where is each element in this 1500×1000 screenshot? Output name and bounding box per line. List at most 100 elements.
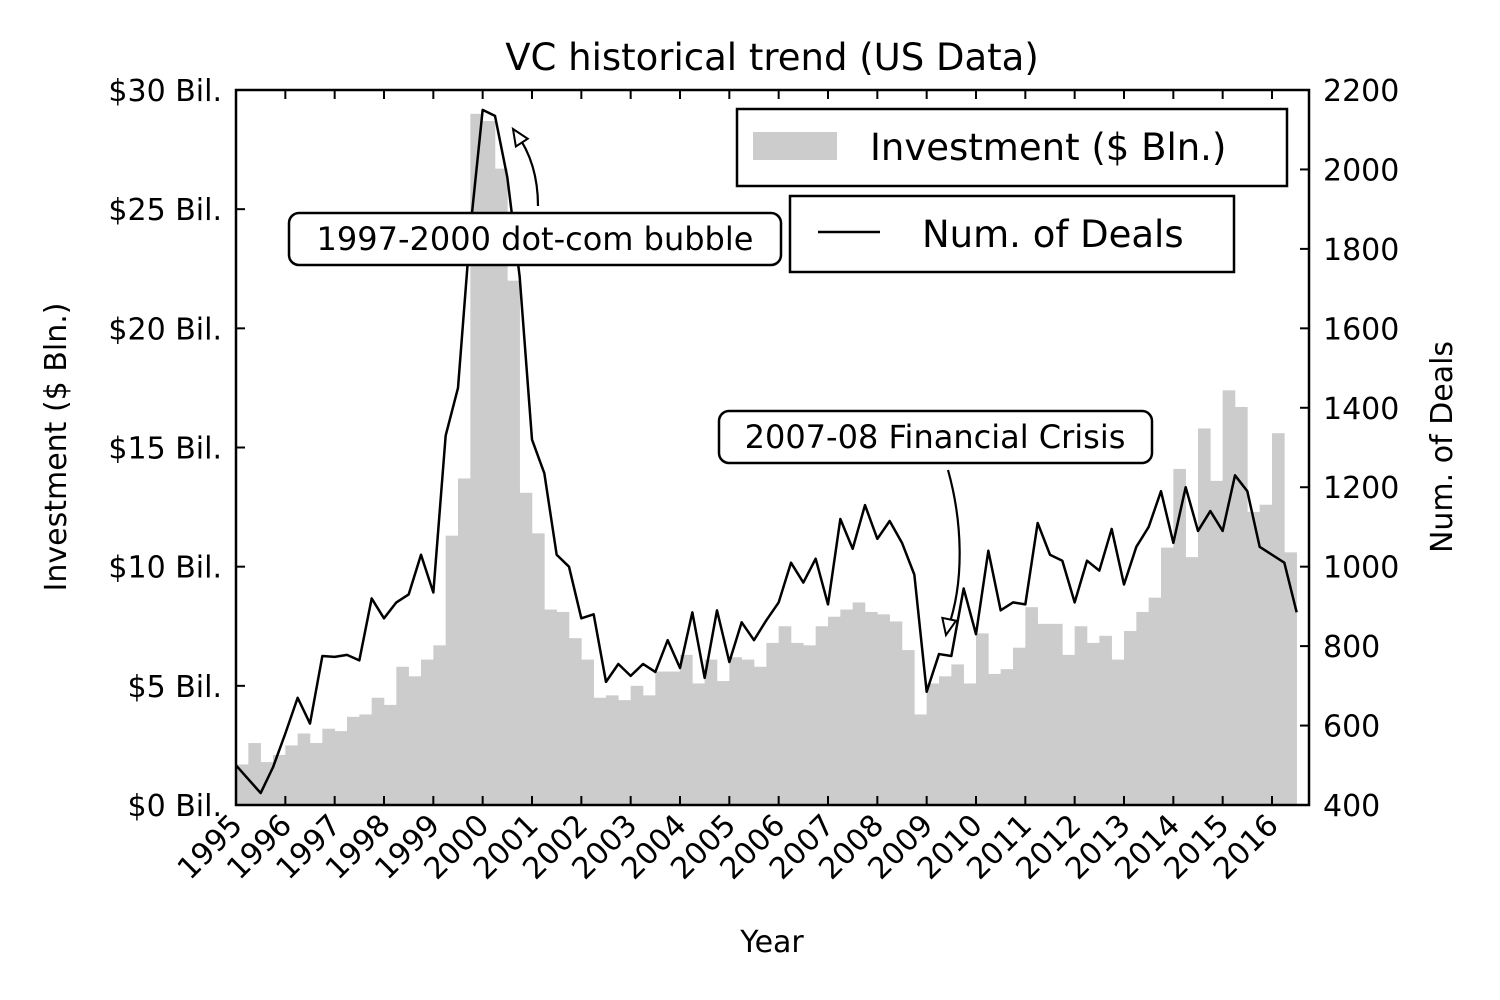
investment-bar xyxy=(717,681,730,805)
investment-bar xyxy=(754,666,767,805)
investment-bar xyxy=(371,697,385,805)
y2-tick-label: 2200 xyxy=(1323,74,1399,109)
investment-bar xyxy=(828,616,841,805)
investment-bar xyxy=(1087,642,1100,805)
investment-bar xyxy=(482,120,496,805)
investment-bar xyxy=(1161,547,1174,805)
investment-bar xyxy=(914,714,927,805)
investment-bar xyxy=(976,633,989,805)
investment-bar xyxy=(655,671,668,805)
investment-bar xyxy=(1136,611,1149,805)
annotations: 1997-2000 dot-com bubble 2007-08 Financia… xyxy=(287,126,1154,638)
investment-bar xyxy=(1062,654,1075,805)
investment-bar xyxy=(852,602,866,805)
y2-tick-label: 2000 xyxy=(1323,153,1399,188)
investment-bar xyxy=(741,659,755,805)
investment-bar xyxy=(593,697,607,805)
investment-bar xyxy=(297,733,311,805)
investment-bar xyxy=(408,676,422,805)
investment-bar xyxy=(1185,557,1199,805)
investment-bar xyxy=(569,638,582,805)
y-tick-label: $30 Bil. xyxy=(108,74,222,109)
y-tick-label: $25 Bil. xyxy=(108,193,222,228)
chart-title: VC historical trend (US Data) xyxy=(505,36,1039,79)
investment-bar xyxy=(433,645,446,805)
deals-line-layer xyxy=(235,108,1298,795)
investment-bar xyxy=(939,676,952,805)
investment-bar xyxy=(396,666,409,805)
investment-bar xyxy=(384,704,397,805)
x-axis-title: Year xyxy=(739,925,804,960)
investment-bar xyxy=(445,535,459,805)
y2-tick-label: 800 xyxy=(1323,630,1380,665)
investment-bar xyxy=(729,657,742,805)
investment-bar xyxy=(310,743,323,805)
investment-bar xyxy=(889,621,903,805)
investment-bar xyxy=(1198,428,1211,805)
investment-bar xyxy=(1284,552,1297,805)
investment-bar xyxy=(680,654,693,805)
investment-bar xyxy=(1074,626,1088,805)
investment-bar xyxy=(1173,468,1186,805)
investment-bar xyxy=(544,609,557,805)
investment-bar xyxy=(877,614,890,805)
investment-bar xyxy=(926,683,940,805)
investment-bar xyxy=(1235,406,1248,805)
legend-deals-label: Num. of Deals xyxy=(922,213,1184,256)
investment-bar xyxy=(1037,623,1051,805)
investment-bar xyxy=(630,685,644,805)
investment-bar xyxy=(1050,623,1063,805)
legend-deals: Num. of Deals xyxy=(788,194,1236,274)
investment-bar xyxy=(532,533,545,805)
investment-bar xyxy=(951,664,964,805)
investment-bar xyxy=(273,754,286,805)
investment-bar xyxy=(1210,480,1223,805)
investment-bar xyxy=(1000,669,1014,805)
investment-bar xyxy=(421,659,434,805)
annotation-arrow xyxy=(946,469,961,629)
y2-tick-label: 1800 xyxy=(1323,233,1399,268)
investment-bar xyxy=(815,626,829,805)
investment-bar xyxy=(692,683,705,805)
investment-bar xyxy=(618,700,631,805)
investment-bar xyxy=(519,492,533,805)
investment-bar xyxy=(359,714,372,805)
investment-bar xyxy=(766,642,779,805)
y-tick-label: $15 Bil. xyxy=(108,432,222,467)
legend-deals-frame xyxy=(788,194,1236,274)
investment-bar xyxy=(988,673,1001,805)
legend-investment-label: Investment ($ Bln.) xyxy=(870,126,1226,169)
investment-bar xyxy=(1247,511,1260,805)
investment-bar xyxy=(285,745,298,805)
investment-bar xyxy=(347,716,360,805)
y-tick-label: $20 Bil. xyxy=(108,312,222,347)
annotation-box xyxy=(287,211,783,267)
investment-bar xyxy=(248,743,261,805)
investment-bar xyxy=(581,659,594,805)
investment-bar xyxy=(458,478,471,805)
investment-bar xyxy=(1025,607,1038,805)
investment-bar xyxy=(1111,659,1125,805)
annotation-arrowhead xyxy=(941,616,958,638)
annotation-text: 2007-08 Financial Crisis xyxy=(745,418,1126,456)
y2-tick-label: 1000 xyxy=(1323,551,1399,586)
investment-bar xyxy=(606,695,619,805)
investment-bars xyxy=(236,113,1297,806)
y2-tick-label: 400 xyxy=(1323,789,1380,824)
investment-bar xyxy=(1272,433,1285,805)
investment-bar xyxy=(865,611,878,805)
investment-bar xyxy=(1222,390,1236,805)
investment-bar xyxy=(470,113,483,806)
annotation-box xyxy=(717,409,1154,465)
investment-bar xyxy=(322,728,335,805)
investment-bar xyxy=(334,731,348,805)
investment-bar xyxy=(507,280,520,806)
annotation-arrowhead xyxy=(511,126,530,149)
investment-bar xyxy=(704,659,718,805)
annotation-text: 1997-2000 dot-com bubble xyxy=(317,220,754,258)
y2-axis-title: Num. of Deals xyxy=(1425,341,1460,553)
legend-investment: Investment ($ Bln.) xyxy=(735,107,1289,188)
y-tick-label: $0 Bil. xyxy=(128,789,223,824)
investment-bar xyxy=(1148,597,1162,805)
